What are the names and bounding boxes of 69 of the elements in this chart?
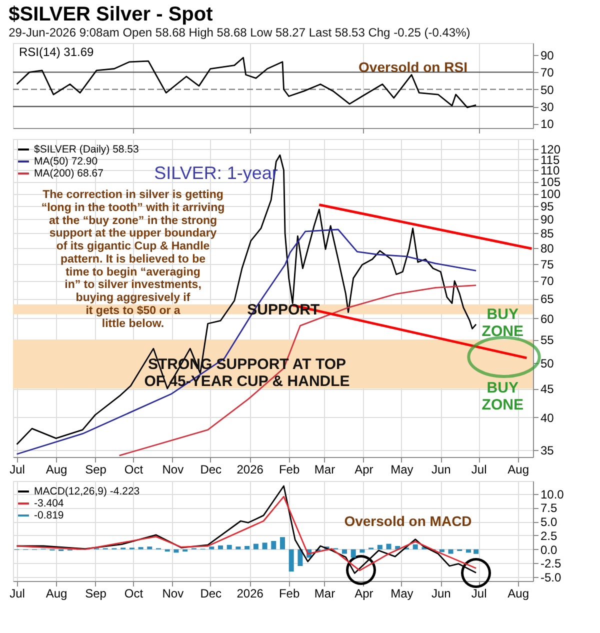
y-tick-label: 95 bbox=[540, 200, 554, 214]
y-tick-label: 40 bbox=[540, 410, 554, 425]
x-tick-label: Aug bbox=[508, 462, 529, 476]
series-label: RSI(14) 31.69 bbox=[19, 45, 94, 59]
x-tick-label: Nov bbox=[162, 462, 184, 476]
x-tick-label: Aug bbox=[46, 586, 68, 600]
y-tick-label: 35 bbox=[540, 443, 554, 458]
y-tick-label: 90 bbox=[540, 212, 554, 227]
y-tick-label: -2.5 bbox=[540, 556, 562, 571]
x-tick-label: Aug bbox=[508, 586, 529, 600]
x-tick-label: Dec bbox=[200, 462, 222, 476]
annotation: Oversold on RSI bbox=[358, 59, 468, 75]
text: The correction in silver is getting “long in the tooth” with it arriving at the “buy zone” in the strong support at the upper boundary of its gigantic Cup & Handle pattern. It is believed to be time to begin “averaging in” to silver investments, buying aggresively if it gets to $50 or a little below. bbox=[41, 189, 225, 330]
y-tick-label: 45 bbox=[540, 382, 554, 396]
y-tick-label: 10.0 bbox=[540, 487, 564, 502]
x-tick-label: Jun bbox=[431, 462, 451, 476]
y-tick-label: 70 bbox=[540, 66, 554, 80]
annotation: BUY ZONE bbox=[482, 306, 524, 340]
y-tick-label: 105 bbox=[540, 175, 561, 190]
x-tick-label: 2026 bbox=[236, 462, 264, 476]
legend-label: MA(50) 72.90 bbox=[34, 156, 98, 168]
y-tick-label: 85 bbox=[540, 226, 554, 241]
y-tick-label: 70 bbox=[540, 274, 554, 288]
y-tick-label: 5.0 bbox=[540, 515, 558, 530]
x-tick-label: May bbox=[390, 462, 414, 476]
x-tick-label: Sep bbox=[85, 586, 107, 600]
y-tick-label: 90 bbox=[540, 48, 554, 63]
x-tick-label: Jun bbox=[431, 586, 451, 600]
x-tick-label: Mar bbox=[314, 462, 336, 476]
y-tick-label: 100 bbox=[540, 187, 561, 201]
x-tick-label: Dec bbox=[200, 586, 222, 600]
y-tick-label: 65 bbox=[540, 292, 554, 306]
x-tick-label: Oct bbox=[124, 462, 144, 476]
annotation: BUY ZONE bbox=[482, 379, 524, 414]
x-tick-label: Apr bbox=[354, 586, 374, 600]
legend-label: -3.404 bbox=[34, 498, 64, 510]
legend-label: MACD(12,26,9) -4.223 bbox=[34, 486, 140, 498]
x-tick-label: Jul bbox=[10, 462, 25, 476]
y-tick-label: 7.5 bbox=[540, 501, 558, 516]
x-tick-label: Mar bbox=[314, 586, 336, 600]
y-tick-label: 50 bbox=[540, 82, 554, 97]
y-tick-label: 60 bbox=[540, 312, 554, 326]
x-tick-label: Oct bbox=[124, 586, 144, 600]
y-tick-label: 0.0 bbox=[540, 542, 558, 557]
y-tick-label: 30 bbox=[540, 100, 554, 114]
x-tick-label: May bbox=[390, 586, 414, 600]
x-tick-label: Apr bbox=[354, 462, 374, 476]
legend-label: MA(200) 68.67 bbox=[34, 168, 104, 180]
x-tick-label: Aug bbox=[46, 462, 68, 476]
x-tick-label: Jul bbox=[10, 586, 25, 600]
y-tick-label: -5.0 bbox=[540, 570, 562, 585]
y-tick-label: 75 bbox=[540, 257, 554, 272]
x-tick-label: Nov bbox=[162, 586, 184, 600]
chart-title: $SILVER Silver - Spot bbox=[8, 4, 214, 26]
legend-label: -0.819 bbox=[34, 510, 64, 522]
y-tick-label: 55 bbox=[540, 333, 554, 348]
y-tick-label: 2.5 bbox=[540, 528, 558, 543]
x-tick-label: 2026 bbox=[236, 586, 264, 600]
chart-subtitle: 29-Jun-2026 9:08am Open 58.68 High 58.68 Low 58.27 Last 58.53 Chg -0.25 (-0.43%) bbox=[8, 26, 470, 40]
legend-label: $SILVER (Daily) 58.53 bbox=[34, 144, 140, 156]
y-tick-label: 10 bbox=[540, 117, 554, 132]
x-tick-label: Jul bbox=[471, 462, 487, 476]
x-tick-label: Feb bbox=[278, 462, 300, 476]
annotation: Oversold on MACD bbox=[344, 513, 472, 529]
y-tick-label: 80 bbox=[540, 242, 554, 256]
x-tick-label: Jul bbox=[471, 586, 487, 600]
x-tick-label: Sep bbox=[85, 462, 107, 476]
x-tick-label: Feb bbox=[278, 586, 300, 600]
y-tick-label: 50 bbox=[540, 356, 554, 370]
